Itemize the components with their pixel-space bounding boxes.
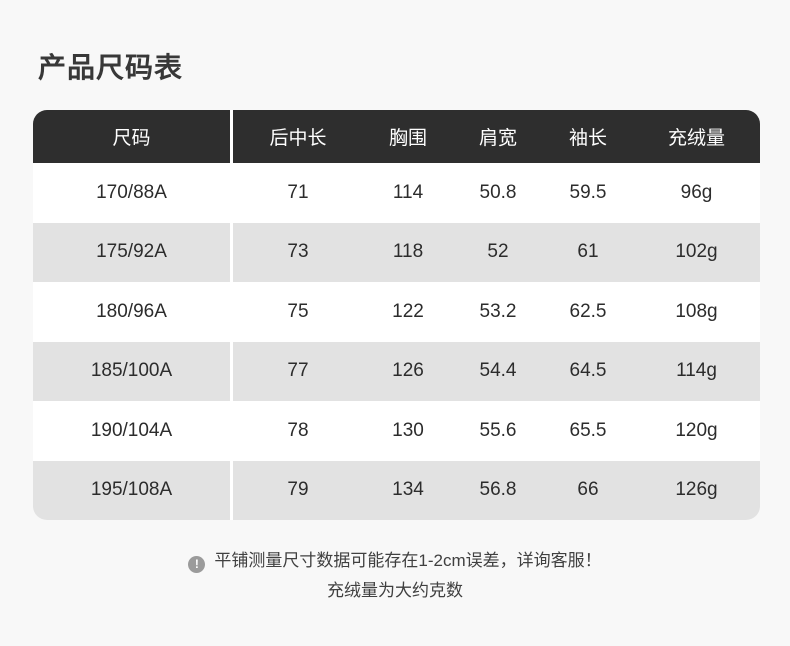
value-cell: 66: [577, 479, 599, 501]
size-cell: 175/92A: [33, 222, 233, 282]
value-cell: 50.8: [479, 181, 517, 203]
table-header-row: 尺码 后中长 胸围 肩宽 袖长 充绒量: [33, 110, 760, 163]
column-header-0: 尺码: [33, 110, 233, 163]
value-cell: 126g: [675, 479, 718, 501]
value-cell: 62.5: [569, 300, 607, 322]
table-body: 170/88A 71 114 50.8 59.5 96g 175/92A 73 118 52 61 1…: [33, 163, 760, 520]
value-cell: 52: [487, 241, 509, 263]
value-cell: 53.2: [479, 300, 517, 322]
column-header-2: 胸围: [388, 128, 427, 149]
value-cell: 64.5: [569, 360, 607, 382]
value-cell: 122: [392, 300, 424, 322]
value-cell: 96g: [680, 181, 713, 203]
value-cell: 71: [287, 181, 309, 203]
column-header-3: 肩宽: [478, 128, 517, 149]
value-cell: 130: [392, 419, 424, 441]
value-cell: 75: [287, 300, 309, 322]
size-cell: 185/100A: [33, 341, 233, 401]
value-cell: 73: [287, 241, 309, 263]
table-row: 175/92A 73 118 52 61 102g: [33, 222, 760, 282]
value-cell: 102g: [675, 241, 718, 263]
note-text-line1: 平铺测量尺寸数据可能存在1-2cm误差，详询客服！: [214, 551, 602, 570]
column-header-4: 袖长: [568, 128, 607, 149]
value-cell: 126: [392, 360, 424, 382]
size-cell: 170/88A: [33, 163, 233, 223]
note-text-line2: 充绒量为大约克数: [327, 581, 463, 600]
value-cell: 114: [392, 181, 424, 203]
value-cell: 61: [577, 241, 599, 263]
page-title: 产品尺码表: [38, 52, 184, 83]
value-cell: 114g: [676, 360, 717, 382]
table-row: 185/100A 77 126 54.4 64.5 114g: [33, 341, 760, 401]
exclamation-circle-icon: !: [188, 556, 206, 573]
size-cell: 180/96A: [33, 282, 233, 342]
size-cell: 190/104A: [33, 401, 233, 461]
value-cell: 134: [392, 479, 424, 501]
value-cell: 120g: [675, 419, 718, 441]
table-row: 190/104A 78 130 55.6 65.5 120g: [33, 401, 760, 461]
table-row: 195/108A 79 134 56.8 66 126g: [33, 460, 760, 520]
value-cell: 78: [287, 419, 309, 441]
measurement-note: ! 平铺测量尺寸数据可能存在1-2cm误差，详询客服！ 充绒量为大约克数: [0, 546, 790, 606]
value-cell: 59.5: [569, 181, 607, 203]
size-cell: 195/108A: [33, 460, 233, 520]
value-cell: 118: [392, 241, 424, 263]
value-cell: 56.8: [479, 479, 517, 501]
value-cell: 79: [287, 479, 309, 501]
value-cell: 54.4: [479, 360, 517, 382]
value-cell: 65.5: [569, 419, 607, 441]
value-cell: 55.6: [479, 419, 517, 441]
value-cell: 108g: [675, 300, 718, 322]
column-header-1: 后中长: [269, 128, 327, 149]
value-cell: 77: [287, 360, 309, 382]
column-header-5: 充绒量: [667, 128, 725, 149]
table-row: 180/96A 75 122 53.2 62.5 108g: [33, 282, 760, 342]
note-line-1: ! 平铺测量尺寸数据可能存在1-2cm误差，详询客服！: [0, 546, 790, 576]
table-row: 170/88A 71 114 50.8 59.5 96g: [33, 163, 760, 223]
size-table: 尺码 后中长 胸围 肩宽 袖长 充绒量 170/88A 71 114 50.8 59.5 96g 17…: [33, 110, 760, 520]
